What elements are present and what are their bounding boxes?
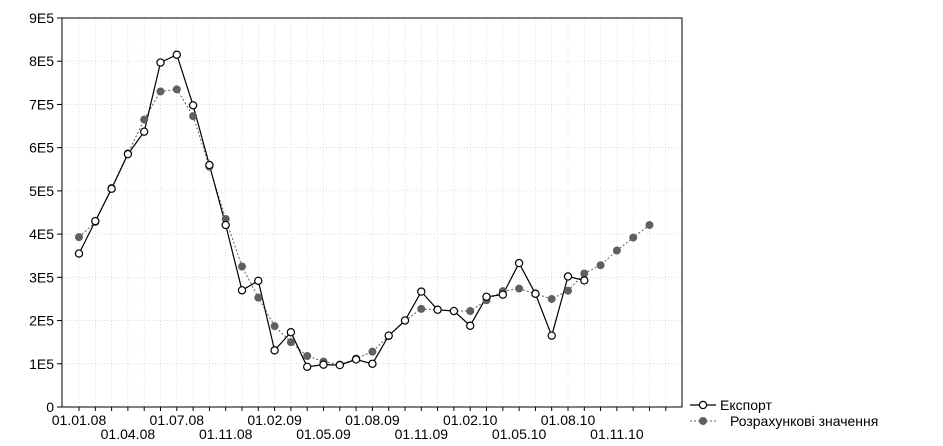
data-point-fitted (645, 221, 654, 230)
data-point-export (319, 360, 328, 369)
y-tick-label: 1E5 (29, 356, 54, 372)
data-point-export (91, 216, 100, 226)
data-point-export (270, 346, 279, 355)
y-tick-label: 0 (46, 399, 54, 415)
data-point-fitted (254, 293, 263, 302)
x-tick-label: 01.08.09 (345, 412, 400, 428)
data-point-export (368, 359, 377, 368)
data-point-export (335, 360, 344, 370)
data-point-fitted (172, 85, 181, 94)
data-point-fitted (221, 214, 230, 223)
data-point-export (498, 290, 507, 299)
data-point-export (351, 355, 361, 364)
legend-label-fitted: Розрахункові значення (730, 413, 878, 429)
data-point-export (482, 292, 491, 301)
y-tick-label: 6E5 (29, 140, 54, 156)
data-point-fitted (270, 322, 279, 331)
data-point-fitted (515, 284, 524, 293)
data-point-export (563, 272, 573, 281)
legend-swatch-marker-fitted (699, 417, 707, 425)
data-point-export (123, 149, 133, 159)
data-point-fitted (368, 347, 377, 356)
data-point-fitted (547, 294, 556, 303)
data-point-export (172, 50, 181, 59)
x-tick-label: 01.08.10 (541, 412, 596, 428)
x-tick-label: 01.02.09 (247, 412, 302, 428)
data-point-export (417, 287, 426, 296)
data-point-export (286, 328, 296, 337)
data-point-export (237, 286, 247, 295)
data-point-fitted (596, 261, 605, 270)
data-point-export (107, 184, 116, 193)
x-tick-label: 01.11.09 (395, 426, 449, 441)
x-tick-label: 01.11.08 (199, 426, 253, 441)
data-point-export (303, 362, 312, 372)
y-axis: 0 1E5 2E5 3E5 4E5 5E5 6E5 7E5 8E5 9E5 (29, 10, 62, 415)
data-point-export (188, 101, 198, 110)
data-point-fitted (612, 246, 621, 255)
x-tick-label: 01.01.08 (52, 412, 107, 428)
series (74, 50, 654, 372)
x-axis: 01.01.0801.04.0801.07.0801.11.0801.02.09… (52, 407, 667, 442)
data-point-export (547, 331, 556, 340)
y-tick-label: 9E5 (29, 10, 54, 26)
data-point-fitted (629, 233, 638, 242)
data-point-export (580, 276, 589, 285)
data-point-export (254, 276, 263, 285)
y-tick-label: 3E5 (29, 269, 54, 285)
data-point-export (221, 220, 230, 230)
data-point-fitted (286, 338, 295, 347)
y-tick-label: 8E5 (29, 53, 54, 69)
data-point-fitted (466, 307, 475, 316)
y-tick-label: 2E5 (29, 313, 54, 329)
data-point-fitted (564, 286, 572, 295)
x-tick-label: 01.07.08 (150, 412, 205, 428)
data-point-fitted (140, 115, 149, 124)
x-tick-label: 01.05.10 (492, 426, 547, 441)
legend-swatch-marker-export (698, 400, 708, 410)
data-point-fitted (580, 269, 589, 278)
y-tick-label: 5E5 (29, 183, 54, 199)
data-point-export (531, 289, 540, 298)
x-tick-label: 01.04.08 (101, 426, 156, 441)
data-point-export (514, 258, 524, 268)
data-point-export (449, 306, 459, 316)
data-point-fitted (238, 262, 246, 271)
data-point-fitted (189, 112, 198, 121)
legend-label-export: Експорт (720, 397, 772, 413)
data-point-fitted (303, 351, 312, 360)
y-tick-label: 4E5 (29, 226, 54, 242)
data-point-export (74, 249, 84, 258)
x-tick-label: 01.05.09 (296, 426, 351, 441)
data-point-export (156, 58, 165, 67)
x-tick-label: 01.02.10 (443, 412, 498, 428)
x-tick-label: 01.11.10 (590, 426, 644, 441)
data-point-export (384, 331, 393, 340)
data-point-export (205, 160, 214, 170)
data-point-export (400, 316, 410, 325)
data-point-export (466, 321, 475, 330)
data-point-fitted (75, 233, 83, 242)
data-point-export (433, 305, 442, 314)
data-point-export (139, 127, 149, 136)
y-tick-label: 7E5 (29, 96, 54, 112)
data-point-fitted (417, 304, 426, 313)
data-point-fitted (156, 87, 165, 96)
